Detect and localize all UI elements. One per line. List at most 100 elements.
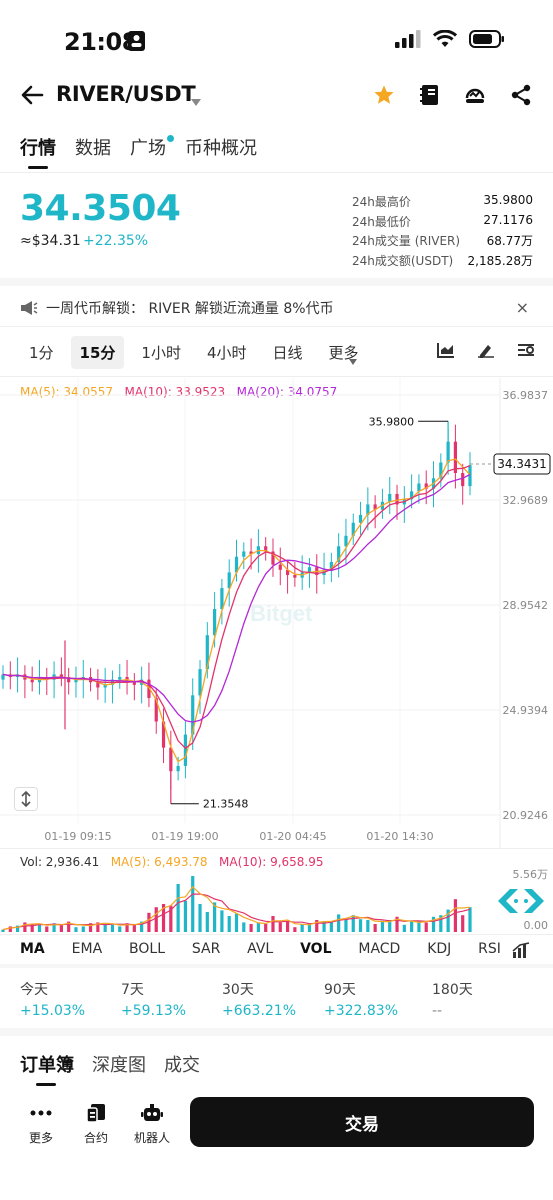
new-dot-badge bbox=[167, 135, 174, 142]
candle-body bbox=[74, 679, 78, 683]
tab-depth[interactable]: 深度图 bbox=[92, 1055, 146, 1076]
volume-bar bbox=[74, 927, 78, 932]
interval-4h[interactable]: 4小时 bbox=[206, 344, 247, 362]
status-time: 21:08 bbox=[64, 28, 138, 56]
tab-coin-overview[interactable]: 币种概况 bbox=[185, 138, 257, 159]
price-chart[interactable]: Bitget 36.9837 32.9689 28.9542 24.9394 20.92… bbox=[0, 378, 553, 848]
ind-sar[interactable]: SAR bbox=[191, 941, 221, 957]
back-icon[interactable] bbox=[20, 85, 44, 109]
tab-orderbook[interactable]: 订单簿 bbox=[20, 1055, 74, 1076]
volume-bar bbox=[402, 924, 406, 932]
usd-price: ≈$34.31 bbox=[20, 233, 81, 249]
bot-button[interactable]: 机器人 bbox=[124, 1101, 180, 1146]
current-price-box bbox=[493, 453, 551, 475]
ind-boll[interactable]: BOLL bbox=[129, 941, 165, 957]
perf-180d: 180天 -- bbox=[432, 982, 473, 1019]
interval-1d[interactable]: 日线 bbox=[272, 344, 303, 362]
draw-tool-icon[interactable] bbox=[477, 342, 495, 358]
candle-body bbox=[205, 635, 209, 670]
volume-bar bbox=[337, 914, 341, 932]
volume-bar bbox=[23, 922, 27, 932]
candle-body bbox=[154, 697, 158, 722]
close-icon[interactable]: × bbox=[515, 298, 529, 317]
pair-title[interactable]: RIVER/USDT bbox=[56, 82, 196, 106]
volume-bar bbox=[410, 921, 414, 932]
vol-max-label: 5.56万 bbox=[513, 868, 549, 881]
vol-ma5-line bbox=[2, 886, 471, 931]
volume-bar bbox=[271, 916, 275, 932]
ai-assistant-icon[interactable] bbox=[464, 84, 486, 110]
volume-bar bbox=[8, 926, 12, 932]
pair-dropdown-icon[interactable] bbox=[191, 91, 201, 110]
candle-body bbox=[249, 551, 253, 555]
candle-body bbox=[344, 535, 348, 547]
tab-square[interactable]: 广场 bbox=[130, 138, 166, 159]
bitget-logo-icon[interactable] bbox=[496, 886, 546, 916]
interval-15m[interactable]: 15分 bbox=[70, 336, 125, 369]
interval-1h[interactable]: 1小时 bbox=[141, 344, 181, 362]
ind-macd[interactable]: MACD bbox=[358, 941, 401, 957]
tab-market[interactable]: 行情 bbox=[20, 138, 56, 159]
indicator-settings-icon[interactable] bbox=[512, 942, 530, 963]
candle-body bbox=[453, 441, 458, 474]
candle-body bbox=[242, 551, 246, 557]
tab-underline bbox=[28, 166, 48, 169]
volume-chart: 5.56万 0.00 bbox=[1, 868, 549, 932]
ma5-line bbox=[2, 458, 471, 763]
tab-trades[interactable]: 成交 bbox=[164, 1055, 200, 1076]
star-icon[interactable] bbox=[373, 84, 395, 110]
candle-body bbox=[424, 483, 428, 489]
candle-body bbox=[234, 556, 239, 573]
section-divider bbox=[0, 1028, 553, 1036]
ind-vol[interactable]: VOL bbox=[300, 941, 332, 957]
ind-ema[interactable]: EMA bbox=[71, 941, 103, 957]
expand-axis-icon[interactable] bbox=[14, 787, 38, 811]
more-dots-icon bbox=[30, 1110, 52, 1116]
chart-settings-icon[interactable] bbox=[517, 342, 535, 358]
stat-row: 24h最高价 35.9800 bbox=[352, 193, 533, 209]
chart-tools bbox=[437, 342, 535, 358]
ind-rsi[interactable]: RSI bbox=[478, 941, 501, 957]
unlock-notice[interactable]: 一周代币解锁： RIVER 解锁近流通量 8%代币 bbox=[20, 298, 334, 318]
contract-button[interactable]: 合约 bbox=[68, 1101, 124, 1146]
volume-bar bbox=[88, 923, 93, 932]
stat-row: 24h最低价 27.1176 bbox=[352, 212, 533, 229]
volume-bar bbox=[366, 920, 370, 932]
volume-bar bbox=[125, 923, 129, 932]
more-dropdown-icon[interactable] bbox=[349, 350, 357, 369]
volume-bar bbox=[322, 921, 326, 932]
ind-kdj[interactable]: KDJ bbox=[427, 941, 452, 957]
tab-data[interactable]: 数据 bbox=[75, 138, 111, 159]
volume-bar bbox=[15, 925, 20, 932]
interval-divider bbox=[0, 376, 553, 377]
y-tick-label: 36.9837 bbox=[503, 389, 549, 402]
candle-body bbox=[198, 669, 202, 696]
candle-body bbox=[366, 504, 370, 515]
volume-bar bbox=[446, 909, 450, 932]
ind-ma[interactable]: MA bbox=[20, 941, 45, 957]
low-label: 21.3548 bbox=[203, 798, 249, 811]
volume-bar bbox=[388, 920, 392, 932]
ind-avl[interactable]: AVL bbox=[247, 941, 274, 957]
battery-icon bbox=[469, 30, 504, 48]
volume-bar bbox=[380, 920, 385, 932]
x-tick-label: 01-19 09:15 bbox=[44, 830, 111, 843]
candle-body bbox=[191, 695, 195, 735]
volume-bar bbox=[96, 922, 100, 932]
last-price: 34.3504 bbox=[20, 188, 181, 229]
vol-ma10-label: MA(10): 9,658.95 bbox=[219, 855, 324, 869]
candle-body bbox=[395, 493, 399, 505]
interval-1m[interactable]: 1分 bbox=[29, 344, 54, 362]
notebook-icon[interactable] bbox=[420, 84, 440, 110]
more-button[interactable]: 更多 bbox=[13, 1101, 69, 1146]
candle-body bbox=[439, 462, 443, 479]
volume-bar bbox=[45, 926, 49, 932]
chart-type-icon[interactable] bbox=[437, 342, 455, 358]
volume-bar bbox=[256, 922, 260, 932]
stats-24h: 24h最高价 35.9800 24h最低价 27.1176 24h成交量 (RIVE… bbox=[352, 193, 533, 271]
interval-more[interactable]: 更多 bbox=[328, 344, 359, 362]
volume-bar bbox=[81, 926, 85, 932]
share-icon[interactable] bbox=[510, 84, 532, 110]
trade-button[interactable]: 交易 bbox=[190, 1097, 534, 1147]
volume-bar bbox=[373, 924, 377, 932]
